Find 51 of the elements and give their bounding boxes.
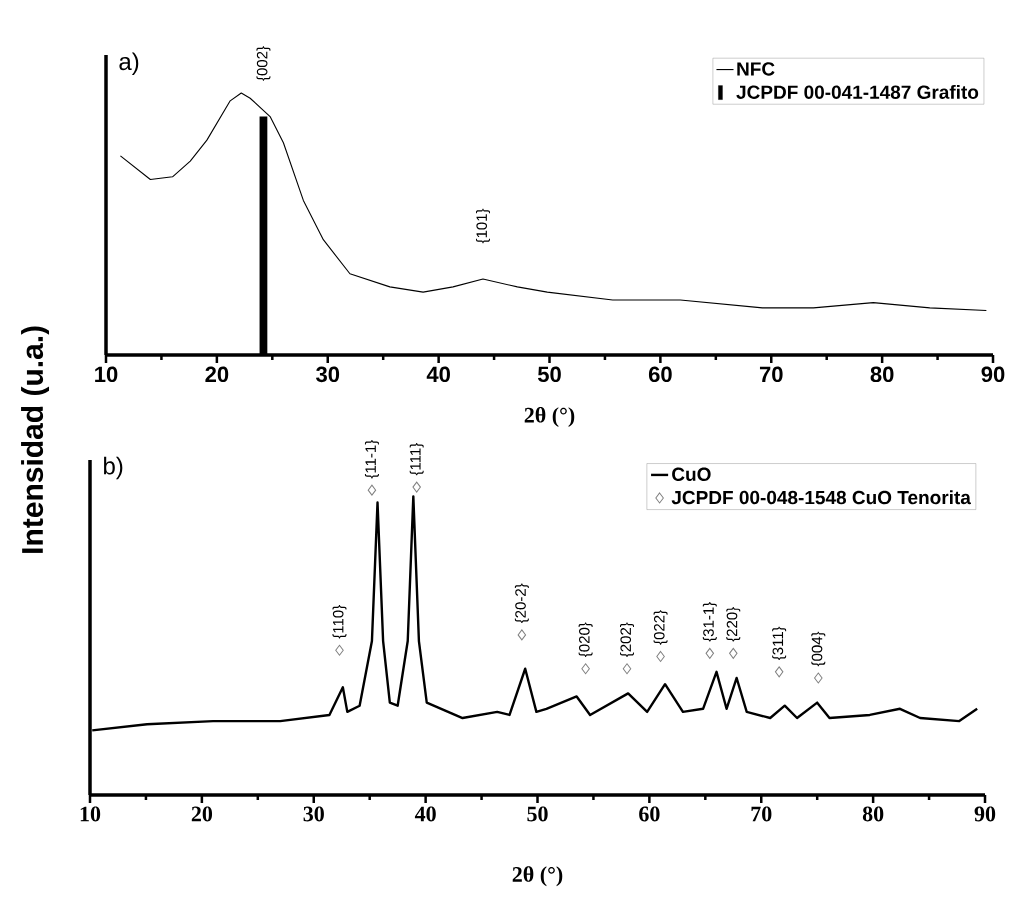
point <box>774 666 784 678</box>
point <box>622 663 632 675</box>
annotation: {202} <box>620 622 634 657</box>
point <box>367 484 377 496</box>
x-tick-label: 60 <box>639 806 660 822</box>
annotation: {11-1} <box>364 439 379 479</box>
x-axis-title: 2θ (°) <box>524 407 575 428</box>
x-tick-label: 30 <box>303 806 324 822</box>
point <box>581 663 590 675</box>
x-tick-label: 70 <box>759 366 783 383</box>
legend-label: JCPDF 00-041-1487 Grafito <box>736 84 979 99</box>
x-tick-label: 70 <box>751 806 772 822</box>
x-tick-label: 80 <box>870 366 894 383</box>
point <box>814 672 823 684</box>
x-tick-label: 10 <box>80 806 101 822</box>
x-tick-label: 90 <box>974 806 996 822</box>
x-tick-label: 10 <box>95 366 118 383</box>
x-tick-label: 50 <box>527 806 548 822</box>
point <box>705 647 715 659</box>
annotation: {311} <box>772 626 787 661</box>
x-tick-label: 60 <box>648 366 672 383</box>
annotation: {20-2} <box>514 583 529 624</box>
point <box>412 481 421 493</box>
legend-label: NFC <box>737 62 775 76</box>
x-tick-label: 40 <box>414 806 436 822</box>
annotation: {022} <box>653 610 668 645</box>
point <box>335 644 344 656</box>
annotation: {020} <box>578 622 593 657</box>
point <box>729 647 738 659</box>
x-tick-label: 40 <box>426 366 450 383</box>
annotation: {110} <box>332 605 347 639</box>
annotation: {31-1} <box>702 602 717 642</box>
y-axis-title: Intensidad (u.a.) <box>21 326 50 553</box>
x-tick-label: 20 <box>205 366 229 383</box>
x-tick-label: 20 <box>191 806 213 822</box>
annotation: {111} <box>409 443 424 476</box>
point <box>656 650 665 662</box>
legend-label: JCPDF 00-048-1548 CuO Tenorita <box>671 490 971 505</box>
point <box>517 629 527 641</box>
x-tick-label: 90 <box>981 366 1005 383</box>
annotation: {220} <box>726 607 741 642</box>
x-tick-label: 30 <box>316 366 340 383</box>
annotation: {002} <box>256 46 271 81</box>
x-tick-label: 80 <box>862 806 884 822</box>
x-axis-title: 2θ (°) <box>512 866 563 887</box>
x-tick-label: 50 <box>537 366 561 383</box>
text: b) <box>104 456 123 480</box>
legend-label: CuO <box>672 467 711 481</box>
annotation: {004} <box>811 631 826 667</box>
text: a) <box>119 52 139 75</box>
annotation: {101} <box>475 208 490 244</box>
